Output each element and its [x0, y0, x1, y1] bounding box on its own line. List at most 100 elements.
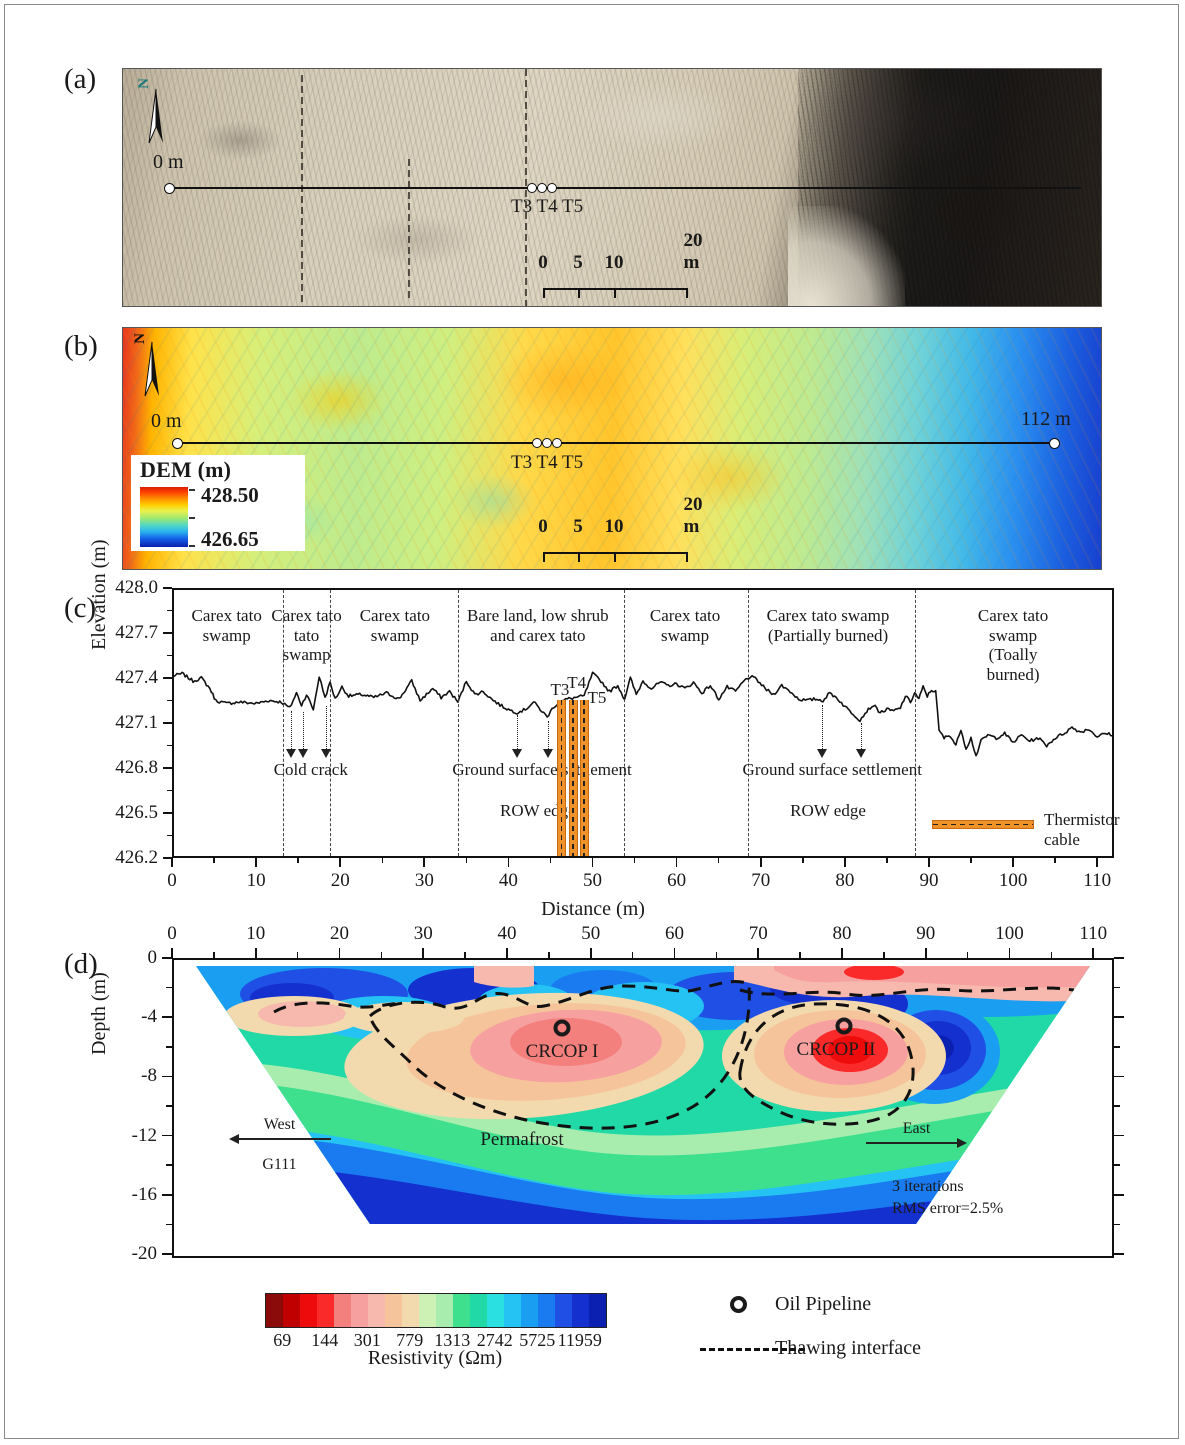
panel-c-x-minor-tick — [717, 858, 720, 863]
thermistor-marker-t3[interactable] — [527, 183, 537, 193]
panel-d-y-tick-label: -4 — [141, 1006, 157, 1028]
panel-c-y-minor-tick — [167, 789, 172, 792]
colorbar-tick-label: 779 — [396, 1330, 424, 1350]
colorbar-tick-label: 2742 — [476, 1330, 513, 1350]
panel-d-x-tick — [673, 948, 676, 958]
dem-colorbar — [140, 487, 188, 547]
panel-d-x-tick-label: 0 — [167, 923, 177, 944]
panel-b-dem: N 0 m 112 m T3 T4 T5 DEM (m) 428.50 426.… — [122, 327, 1102, 570]
panel-c-x-tick — [844, 858, 846, 867]
row-edge-left: ROW edge — [500, 801, 576, 820]
elevation-curve — [172, 671, 1114, 757]
panel-c-x-minor-tick — [381, 858, 384, 863]
panel-d-x-tick-label: 80 — [832, 923, 852, 944]
annotation-arrowhead — [286, 748, 297, 758]
thermistor-label-t5: T5 — [587, 687, 607, 707]
orthophoto-crack — [408, 159, 410, 299]
panel-d-x-tick-label: 70 — [748, 923, 768, 944]
panel-c-y-tick-label: 428.0 — [115, 577, 158, 598]
zone-label: Carex tato swamp (Partially burned) — [766, 606, 890, 645]
panel-c-y-tick — [163, 587, 172, 589]
panel-c-x-tick — [339, 858, 342, 867]
cold-crack-annotation: Cold crack — [273, 759, 348, 779]
panel-d-y-tick-right — [1114, 1134, 1124, 1137]
panel-d-x-tick-label: 100 — [995, 923, 1024, 944]
pipeline-marker-crcop-2[interactable] — [835, 1017, 853, 1035]
scalebar-a-tick-5: 5 — [573, 252, 583, 273]
colorbar-tick-label: 5725 — [519, 1330, 556, 1350]
colorbar-swatch — [317, 1294, 334, 1327]
panel-c-x-minor-tick — [970, 858, 972, 863]
north-arrow-icon — [141, 87, 171, 149]
panel-d-x-minor-tick — [883, 952, 885, 958]
panel-d-x-tick — [338, 948, 341, 958]
colorbar-swatch — [521, 1294, 538, 1327]
panel-d-y-minor-tick-right — [1114, 1046, 1120, 1048]
orthophoto-light-patch — [788, 206, 906, 306]
thermistor-marker-t5[interactable] — [552, 438, 562, 448]
panel-c-y-minor-tick — [167, 654, 172, 657]
colorbar-swatch — [436, 1294, 453, 1327]
panel-c-x-minor-tick — [1054, 858, 1056, 863]
colorbar-swatch — [351, 1294, 368, 1327]
panel-c-x-tick-label: 40 — [498, 870, 518, 891]
colorbar-swatch — [402, 1294, 419, 1327]
thermistor-label-t4: T4 — [567, 673, 587, 693]
panel-d-y-minor-tick-right — [1114, 1164, 1120, 1166]
panel-d-x-tick-label: 60 — [665, 923, 684, 944]
survey-line — [169, 187, 1081, 189]
panel-c-x-minor-tick — [549, 858, 552, 863]
panel-c-x-tick-label: 80 — [835, 870, 855, 891]
row-edge-right: ROW edge — [790, 801, 866, 820]
panel-c-y-minor-tick — [167, 834, 172, 837]
panel-c-x-minor-tick — [465, 858, 468, 863]
annotation-leader — [516, 715, 518, 749]
panel-d-x-minor-tick — [715, 952, 718, 958]
survey-line-end-marker — [1049, 438, 1060, 449]
colorbar-tick-label: 301 — [353, 1330, 381, 1350]
panel-c-y-tick-label: 427.7 — [115, 622, 158, 643]
thermistor-marker-t3[interactable] — [532, 438, 542, 448]
panel-d-x-tick — [1092, 948, 1095, 958]
panel-d-y-tick-label: -16 — [131, 1183, 157, 1205]
zone-label: Carex tato swamp — [359, 606, 431, 645]
panel-c-x-minor-tick — [297, 858, 299, 863]
colorbar-tick-label: 144 — [311, 1330, 339, 1350]
start-marker-label: 0 m — [151, 410, 182, 432]
panel-c-x-tick-label: 110 — [1083, 870, 1112, 891]
thermistor-marker-t4[interactable] — [537, 183, 547, 193]
colorbar-swatch — [334, 1294, 351, 1327]
panel-d-x-tick-label: 90 — [916, 923, 936, 944]
panel-d-x-minor-tick — [1050, 952, 1053, 958]
panel-d-x-minor-tick — [296, 952, 299, 958]
dem-legend: DEM (m) 428.50 426.65 — [131, 455, 305, 551]
legend-thaw-icon — [700, 1348, 805, 1351]
thermistor-marker-t4[interactable] — [542, 438, 552, 448]
annotation-leader — [303, 712, 305, 749]
panel-d-x-minor-tick — [213, 952, 215, 958]
colorbar-swatch — [589, 1294, 606, 1327]
dem-legend-title: DEM (m) — [140, 457, 232, 482]
thermistor-marker-t5[interactable] — [547, 183, 557, 193]
annotation-arrowhead — [320, 748, 331, 758]
panel-b-tag: (b) — [64, 330, 98, 362]
survey-line — [177, 442, 1053, 444]
scalebar-a-tick-0: 0 — [538, 252, 548, 273]
legend-pipeline-icon — [730, 1296, 747, 1313]
north-label: N — [131, 333, 148, 344]
inversion-iterations: 3 iterations — [892, 1178, 964, 1195]
panel-c-x-tick-label: 0 — [167, 870, 177, 891]
zone-label: Carex tato swamp — [649, 606, 721, 645]
panel-d-x-tick-label: 50 — [581, 923, 601, 944]
panel-d-x-tick-label: 20 — [330, 923, 349, 944]
survey-line-start-marker — [172, 438, 183, 449]
colorbar-swatch — [300, 1294, 317, 1327]
panel-d-x-minor-tick — [464, 952, 466, 958]
panel-c-x-axis-title: Distance (m) — [541, 898, 645, 920]
panel-d-x-tick — [757, 948, 760, 958]
legend-thaw-label: Thawing interface — [775, 1337, 922, 1359]
panel-d-y-minor-tick-right — [1114, 1105, 1120, 1107]
scalebar-b-tick-5: 5 — [573, 516, 583, 537]
pipeline-marker-crcop-1[interactable] — [553, 1019, 571, 1037]
annotation-leader — [547, 721, 549, 749]
